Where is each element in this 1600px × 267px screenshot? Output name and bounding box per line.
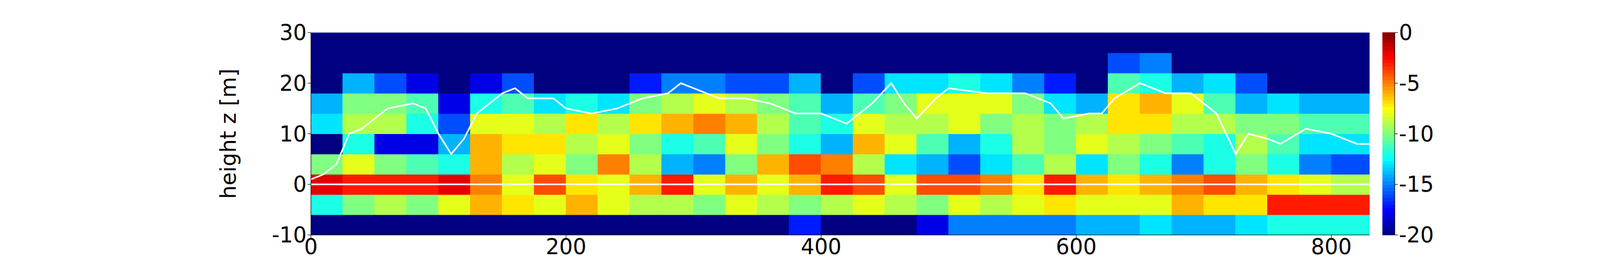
svg-text:height z [m]: height z [m]: [216, 68, 241, 199]
svg-text:-20: -20: [1398, 222, 1434, 247]
svg-text:200: 200: [545, 234, 587, 259]
svg-text:20: 20: [279, 70, 307, 96]
svg-text:0: 0: [304, 234, 318, 259]
svg-text:0: 0: [293, 171, 307, 197]
svg-text:30: 30: [279, 20, 307, 45]
svg-text:800: 800: [1310, 234, 1352, 259]
svg-text:600: 600: [1056, 234, 1097, 259]
svg-text:-10: -10: [272, 222, 307, 247]
svg-text:10: 10: [279, 121, 307, 147]
svg-text:-10: -10: [1398, 121, 1434, 147]
svg-text:0: 0: [1398, 20, 1413, 45]
svg-text:400: 400: [800, 234, 842, 259]
svg-text:-15: -15: [1398, 171, 1434, 197]
svg-text:-5: -5: [1398, 70, 1421, 96]
